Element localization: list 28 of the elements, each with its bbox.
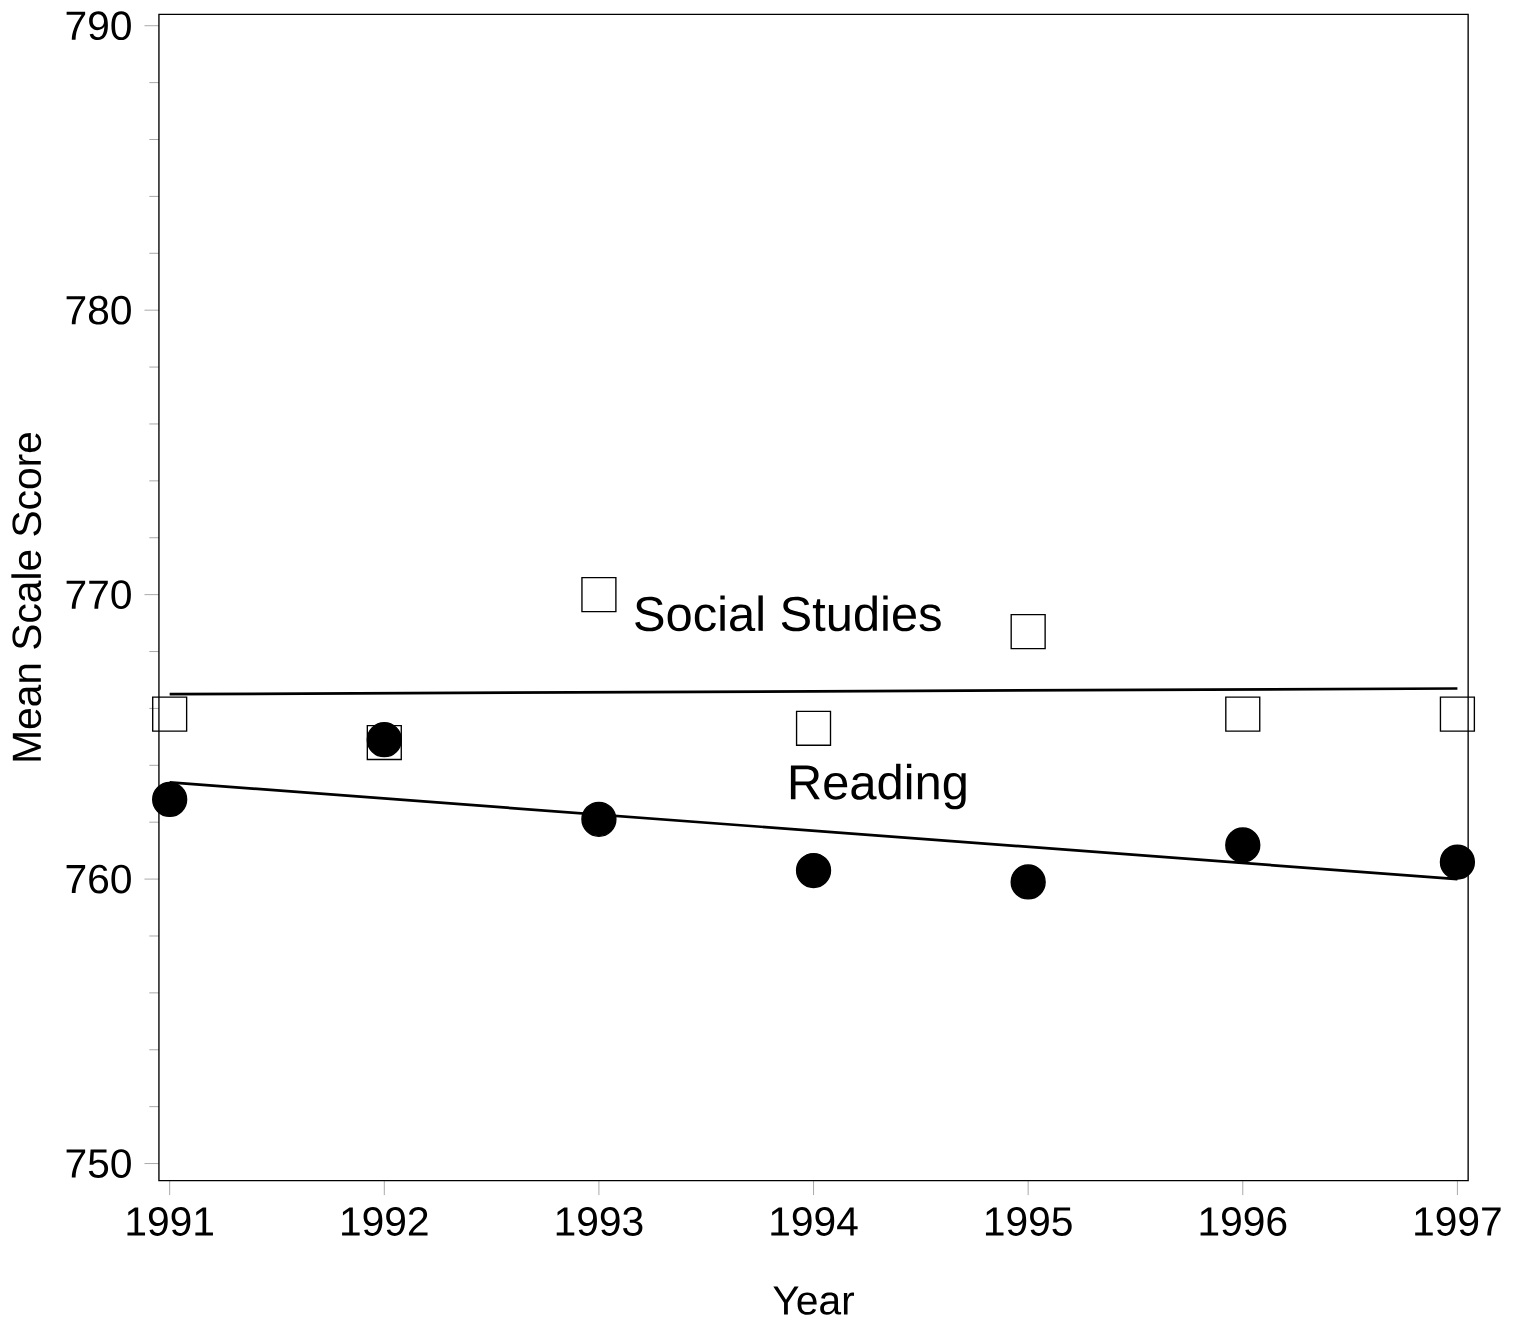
point — [152, 781, 188, 818]
point — [1225, 827, 1261, 863]
point — [1010, 613, 1046, 650]
x-tick-label: 1991 — [127, 1207, 213, 1236]
series-label: Reading — [790, 763, 966, 810]
point — [152, 696, 188, 732]
x-tick-label: 1996 — [1200, 1207, 1287, 1236]
x-tick-label: 1993 — [556, 1207, 643, 1236]
y-tick-label: 780 — [66, 295, 131, 325]
series-label: Social Studies — [635, 595, 941, 632]
x-axis-title: Year — [773, 1286, 855, 1315]
x-tick-label: 1992 — [342, 1207, 428, 1236]
point — [795, 710, 832, 746]
y-axis-title: Mean Scale Score — [11, 432, 42, 761]
point — [795, 852, 832, 889]
x-tick-label: 1997 — [1415, 1207, 1501, 1236]
y-tick-label: 770 — [66, 580, 131, 609]
point — [581, 801, 617, 837]
point — [1439, 696, 1476, 732]
point — [1439, 844, 1476, 880]
point — [1010, 864, 1046, 900]
x-tick-label: 1994 — [771, 1207, 858, 1236]
y-tick-label: 790 — [66, 11, 131, 41]
y-tick-label: 760 — [66, 864, 131, 894]
point — [581, 576, 617, 613]
y-tick-label: 750 — [66, 1149, 131, 1178]
x-tick-label: 1995 — [985, 1207, 1072, 1236]
point — [1225, 696, 1261, 732]
